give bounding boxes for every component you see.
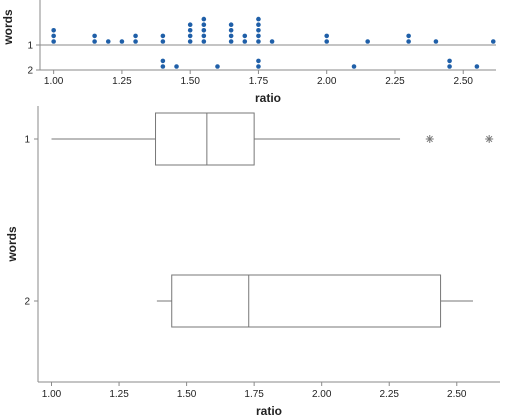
dot-point bbox=[256, 22, 261, 28]
dot-point bbox=[51, 33, 56, 39]
dotplot-y-ticks: 12 bbox=[27, 41, 40, 77]
dot-point bbox=[256, 64, 261, 69]
box-iqr bbox=[171, 274, 442, 328]
dot-point bbox=[92, 33, 97, 39]
dotplot-x-tick-label: 1.50 bbox=[180, 76, 200, 87]
dot-point bbox=[201, 22, 207, 28]
dot-point bbox=[133, 39, 138, 44]
dotplot: 1.00 1.25 1.50 1.75 2.00 2.25 2.50 12 ratio wo… bbox=[1, 0, 496, 105]
dot-point bbox=[228, 33, 234, 39]
dot-point bbox=[187, 39, 193, 44]
dot-point bbox=[201, 16, 207, 22]
dot-point bbox=[447, 64, 452, 69]
dot-point bbox=[187, 28, 193, 33]
dot-point bbox=[228, 39, 234, 44]
dot-point bbox=[256, 58, 261, 64]
boxplot-x-tick-label: 1.00 bbox=[42, 389, 62, 400]
dot-point bbox=[201, 33, 207, 39]
dot-point bbox=[324, 33, 330, 39]
dot-point bbox=[242, 33, 248, 39]
dot-point bbox=[324, 39, 330, 44]
boxplot-y-ticks: 12 bbox=[24, 135, 38, 308]
box-outlier bbox=[485, 135, 494, 143]
dot-point bbox=[256, 16, 261, 22]
dot-point bbox=[187, 22, 193, 28]
boxplot-marks bbox=[51, 112, 494, 328]
dot-point bbox=[406, 39, 411, 44]
dot-point bbox=[51, 28, 56, 33]
dot-point bbox=[133, 33, 138, 39]
boxplot-x-tick-label: 2.50 bbox=[447, 389, 467, 400]
dotplot-x-axis-title: ratio bbox=[255, 91, 281, 105]
boxplot-y-axis-title: words bbox=[5, 226, 19, 263]
box-group-2 bbox=[156, 274, 473, 328]
dot-point bbox=[406, 33, 411, 39]
dot-point bbox=[160, 33, 166, 39]
dot-point bbox=[215, 64, 220, 69]
box-outlier bbox=[425, 135, 434, 143]
dot-point bbox=[474, 64, 480, 69]
boxplot-x-tick-label: 1.75 bbox=[244, 389, 264, 400]
boxplot-y-tick-label: 1 bbox=[24, 135, 30, 146]
dot-point bbox=[201, 39, 207, 44]
dotplot-y-axis-title: words bbox=[1, 9, 15, 46]
dotplot-x-tick-label: 1.75 bbox=[249, 76, 269, 87]
box-group-1 bbox=[51, 112, 494, 166]
dot-point bbox=[433, 39, 439, 44]
dot-point bbox=[256, 39, 261, 44]
dotplot-x-tick-label: 1.25 bbox=[112, 76, 132, 87]
dot-point bbox=[201, 28, 207, 33]
dotplot-y-tick-label: 1 bbox=[27, 41, 33, 52]
dotplot-x-tick-label: 2.25 bbox=[385, 76, 405, 87]
dot-point bbox=[447, 58, 452, 64]
dotplot-y-tick-label: 2 bbox=[27, 66, 33, 77]
dotplot-x-tick-label: 2.00 bbox=[317, 76, 337, 87]
dot-point bbox=[160, 39, 166, 44]
dot-point bbox=[105, 39, 111, 44]
dot-point bbox=[228, 28, 234, 33]
box-iqr bbox=[155, 112, 255, 166]
dot-point bbox=[119, 39, 125, 44]
dot-point bbox=[187, 33, 193, 39]
dot-point bbox=[160, 58, 166, 64]
dotplot-x-ticks: 1.00 1.25 1.50 1.75 2.00 2.25 2.50 bbox=[44, 70, 473, 87]
dot-point bbox=[174, 64, 179, 69]
boxplot-x-tick-label: 1.25 bbox=[109, 389, 129, 400]
dot-point bbox=[351, 64, 357, 69]
dot-point bbox=[228, 22, 234, 28]
boxplot-x-tick-label: 2.25 bbox=[379, 389, 399, 400]
dot-point bbox=[256, 33, 261, 39]
boxplot-x-tick-label: 2.00 bbox=[312, 389, 332, 400]
dot-point bbox=[365, 39, 370, 44]
dot-points bbox=[51, 16, 496, 69]
boxplot: 1.00 1.25 1.50 1.75 2.00 2.25 2.50 12 ratio wo… bbox=[5, 106, 500, 418]
dot-point bbox=[92, 39, 97, 44]
dot-point bbox=[490, 39, 496, 44]
boxplot-x-axis-title: ratio bbox=[256, 404, 282, 418]
boxplot-y-tick-label: 2 bbox=[24, 297, 30, 308]
dot-point bbox=[242, 39, 248, 44]
dot-point bbox=[51, 39, 56, 44]
boxplot-x-ticks: 1.00 1.25 1.50 1.75 2.00 2.25 2.50 bbox=[42, 382, 467, 400]
dot-point bbox=[160, 64, 166, 69]
dotplot-x-tick-label: 2.50 bbox=[453, 76, 473, 87]
dot-point bbox=[269, 39, 275, 44]
dot-point bbox=[256, 28, 261, 33]
dotplot-x-tick-label: 1.00 bbox=[44, 76, 64, 87]
boxplot-x-tick-label: 1.50 bbox=[177, 389, 197, 400]
